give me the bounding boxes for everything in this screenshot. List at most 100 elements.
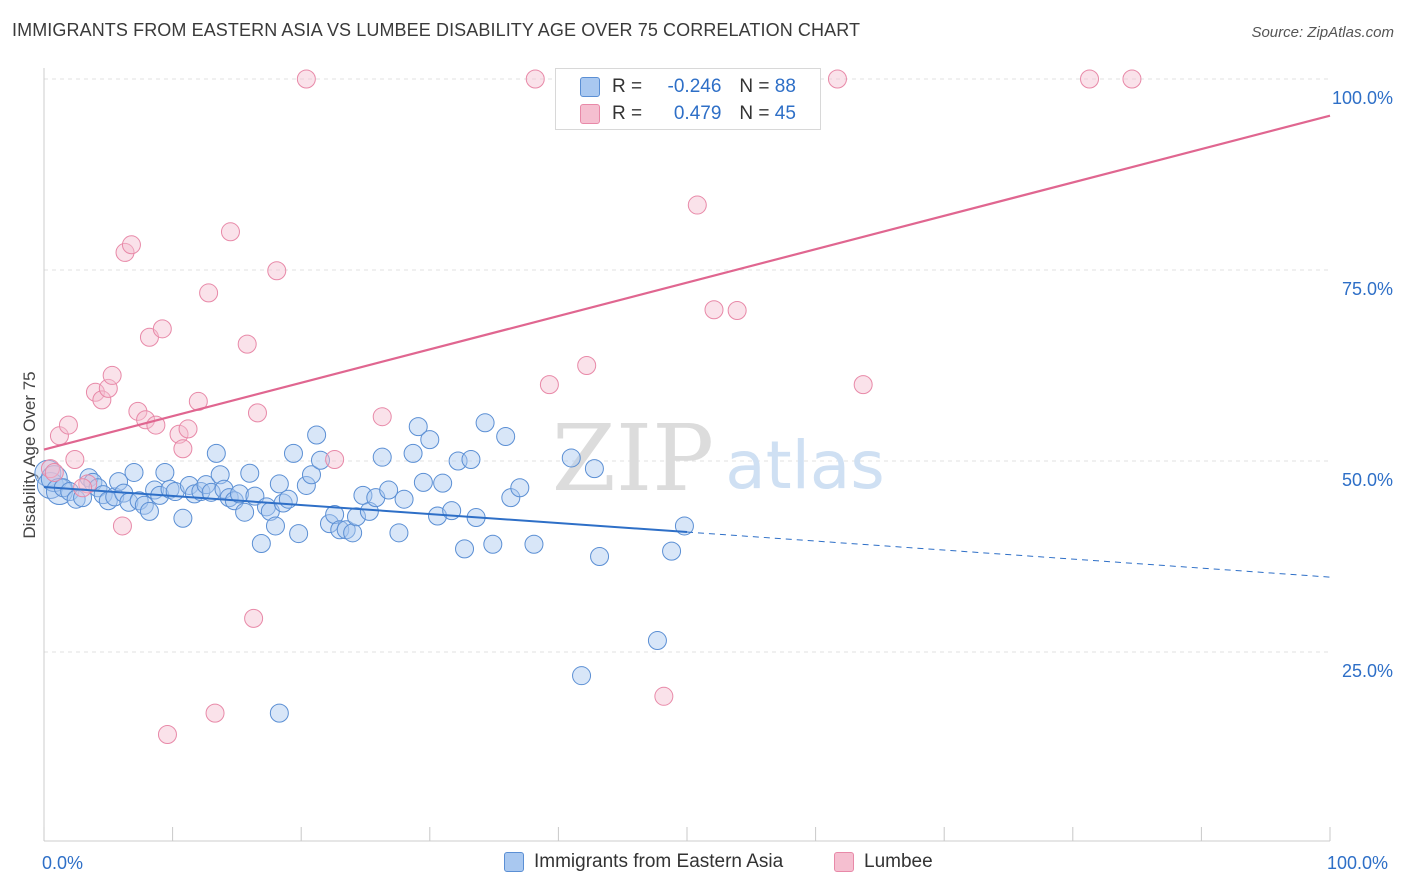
point-immigrants bbox=[289, 524, 309, 544]
pink-r-value: 0.479 bbox=[673, 103, 722, 124]
point-immigrants bbox=[455, 539, 475, 559]
point-lumbee bbox=[92, 390, 112, 410]
point-lumbee bbox=[115, 242, 135, 262]
point-lumbee bbox=[247, 403, 267, 423]
point-lumbee bbox=[654, 686, 674, 706]
point-lumbee bbox=[173, 439, 193, 459]
point-lumbee bbox=[178, 419, 198, 439]
point-lumbee bbox=[157, 725, 177, 745]
point-lumbee bbox=[1122, 69, 1142, 89]
point-immigrants bbox=[662, 541, 682, 561]
y-tick-labels: 25.0% 50.0% 75.0% 100.0% bbox=[1332, 88, 1393, 681]
point-immigrants bbox=[524, 534, 544, 554]
point-immigrants bbox=[319, 514, 339, 534]
point-lumbee bbox=[827, 69, 847, 89]
point-lumbee bbox=[296, 69, 316, 89]
stats-row-blue: R = -0.246 N = 88 bbox=[580, 76, 796, 98]
legend-item-lumbee: Lumbee bbox=[834, 851, 933, 873]
point-lumbee bbox=[687, 195, 707, 215]
point-immigrants bbox=[307, 425, 327, 445]
point-immigrants bbox=[240, 463, 260, 483]
watermark-zip: ZIP bbox=[552, 405, 714, 512]
point-lumbee bbox=[44, 462, 64, 482]
point-immigrants bbox=[483, 534, 503, 554]
point-lumbee bbox=[121, 235, 141, 255]
point-immigrants bbox=[389, 523, 409, 543]
point-immigrants bbox=[229, 484, 249, 504]
point-immigrants bbox=[235, 502, 255, 522]
source-label: Source: ZipAtlas.com bbox=[1251, 24, 1394, 41]
point-immigrants bbox=[475, 413, 495, 433]
point-lumbee bbox=[325, 449, 345, 469]
point-lumbee bbox=[853, 375, 873, 395]
point-lumbee bbox=[128, 401, 148, 421]
legend-label-immigrants: Immigrants from Eastern Asia bbox=[534, 851, 784, 872]
point-immigrants bbox=[124, 462, 144, 482]
chart-title: IMMIGRANTS FROM EASTERN ASIA VS LUMBEE D… bbox=[12, 20, 861, 40]
point-immigrants bbox=[45, 478, 73, 506]
legend-swatch-blue bbox=[504, 852, 524, 872]
x-tick-label-max: 100.0% bbox=[1327, 853, 1389, 873]
point-immigrants bbox=[408, 417, 428, 437]
point-lumbee bbox=[1080, 69, 1100, 89]
point-lumbee bbox=[372, 407, 392, 427]
point-lumbee bbox=[237, 334, 257, 354]
stats-legend: R = -0.246 N = 88 R = 0.479 N = 45 bbox=[555, 68, 821, 130]
point-immigrants bbox=[109, 472, 129, 492]
point-lumbee bbox=[169, 424, 189, 444]
point-immigrants bbox=[413, 472, 433, 492]
legend-item-immigrants: Immigrants from Eastern Asia bbox=[504, 851, 783, 873]
point-lumbee bbox=[78, 474, 98, 494]
axes bbox=[43, 68, 1331, 842]
point-immigrants bbox=[433, 473, 453, 493]
series-immigrants-points bbox=[34, 413, 694, 723]
series-lumbee-points bbox=[40, 69, 1142, 745]
point-immigrants bbox=[301, 465, 321, 485]
point-immigrants bbox=[173, 508, 193, 528]
point-immigrants bbox=[155, 462, 175, 482]
point-immigrants bbox=[510, 478, 530, 498]
point-immigrants bbox=[296, 475, 316, 495]
pink-r-label: R = bbox=[612, 103, 643, 124]
point-lumbee bbox=[85, 382, 105, 402]
point-lumbee bbox=[727, 300, 747, 320]
point-lumbee bbox=[267, 261, 287, 281]
point-lumbee bbox=[152, 319, 172, 339]
point-lumbee bbox=[205, 703, 225, 723]
trend-line-immigrants-extrapolated bbox=[686, 531, 1331, 578]
point-lumbee bbox=[220, 222, 240, 242]
watermark: ZIP atlas bbox=[552, 405, 885, 512]
stats-row-pink: R = 0.479 N = 45 bbox=[580, 103, 796, 125]
point-immigrants bbox=[403, 443, 423, 463]
point-immigrants bbox=[372, 447, 392, 467]
point-immigrants bbox=[269, 703, 289, 723]
x-tick-label-min: 0.0% bbox=[42, 853, 84, 873]
trend-lines bbox=[43, 114, 1331, 578]
point-lumbee bbox=[244, 608, 264, 628]
point-immigrants bbox=[647, 631, 667, 651]
point-immigrants bbox=[206, 443, 226, 463]
point-immigrants bbox=[134, 495, 154, 515]
trend-line-immigrants bbox=[43, 485, 688, 534]
point-lumbee bbox=[102, 365, 122, 385]
point-immigrants bbox=[346, 507, 366, 527]
point-immigrants bbox=[584, 459, 604, 479]
watermark-atlas: atlas bbox=[725, 427, 885, 504]
legend-label-lumbee: Lumbee bbox=[864, 851, 933, 872]
point-lumbee bbox=[73, 478, 93, 498]
point-immigrants bbox=[461, 449, 481, 469]
point-lumbee bbox=[112, 516, 132, 536]
point-lumbee bbox=[525, 69, 545, 89]
pink-n-label: N = bbox=[739, 103, 770, 124]
point-immigrants bbox=[590, 547, 610, 566]
point-immigrants bbox=[394, 489, 414, 509]
legend-swatch-pink bbox=[834, 852, 854, 872]
point-lumbee bbox=[577, 356, 597, 375]
pink-swatch bbox=[580, 104, 600, 124]
point-immigrants bbox=[325, 504, 345, 524]
point-immigrants bbox=[343, 523, 363, 543]
point-immigrants bbox=[496, 427, 516, 447]
y-tick-label: 25.0% bbox=[1342, 661, 1393, 681]
trend-line-lumbee bbox=[43, 114, 1331, 451]
